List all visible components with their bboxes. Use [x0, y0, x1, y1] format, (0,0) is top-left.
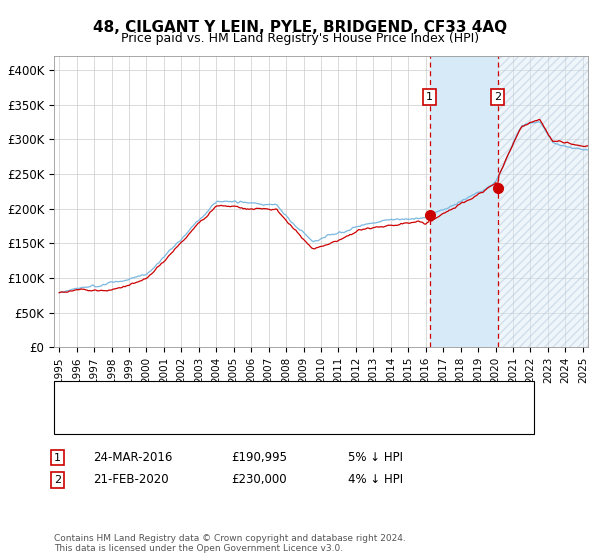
Text: £190,995: £190,995	[231, 451, 287, 464]
Text: HPI: Average price, detached house, Bridgend: HPI: Average price, detached house, Brid…	[99, 413, 371, 426]
Text: 1: 1	[426, 92, 433, 102]
Text: 48, CILGANT Y LEIN, PYLE, BRIDGEND, CF33 4AQ (detached house): 48, CILGANT Y LEIN, PYLE, BRIDGEND, CF33…	[99, 389, 492, 402]
Text: 1: 1	[54, 452, 61, 463]
Text: 21-FEB-2020: 21-FEB-2020	[93, 473, 169, 487]
Text: 2: 2	[494, 92, 501, 102]
Text: Price paid vs. HM Land Registry's House Price Index (HPI): Price paid vs. HM Land Registry's House …	[121, 32, 479, 45]
Text: Contains HM Land Registry data © Crown copyright and database right 2024.
This d: Contains HM Land Registry data © Crown c…	[54, 534, 406, 553]
Text: 48, CILGANT Y LEIN, PYLE, BRIDGEND, CF33 4AQ: 48, CILGANT Y LEIN, PYLE, BRIDGEND, CF33…	[93, 20, 507, 35]
Bar	[497, 56, 600, 347]
Text: 5% ↓ HPI: 5% ↓ HPI	[348, 451, 403, 464]
Text: £230,000: £230,000	[231, 473, 287, 487]
Bar	[430, 56, 497, 347]
Text: 24-MAR-2016: 24-MAR-2016	[93, 451, 172, 464]
Text: 2: 2	[54, 475, 61, 485]
Text: 4% ↓ HPI: 4% ↓ HPI	[348, 473, 403, 487]
